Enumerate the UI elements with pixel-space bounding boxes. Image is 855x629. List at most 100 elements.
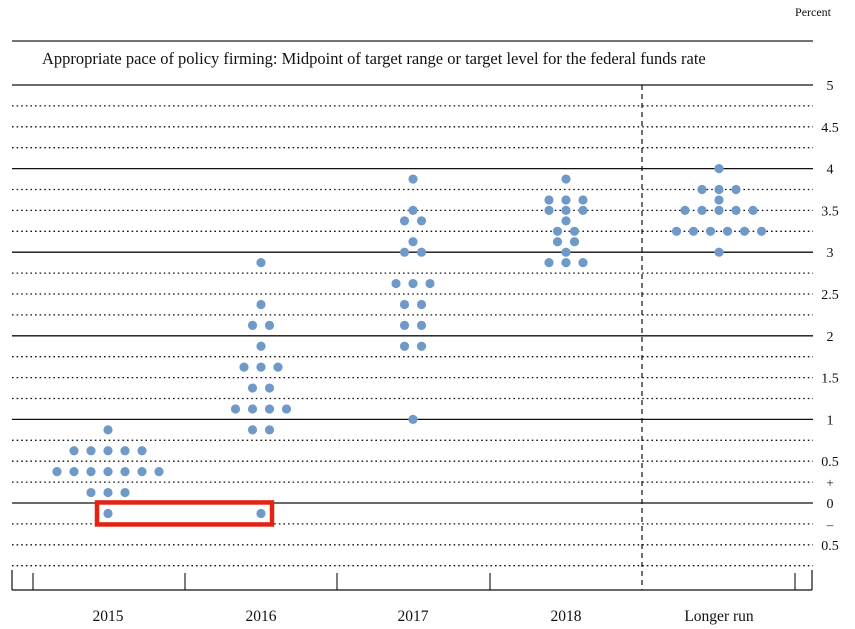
y-tick-label: 0.5: [821, 455, 839, 470]
data-point: [722, 226, 733, 236]
y-minus-sign: –: [826, 517, 834, 532]
data-point: [561, 216, 571, 226]
data-point: [247, 425, 258, 435]
data-point: [408, 205, 418, 215]
y-tick-label: 2.5: [821, 288, 839, 303]
chart-title: Appropriate pace of policy firming: Midp…: [42, 49, 706, 68]
y-tick-label: 2: [827, 330, 834, 345]
data-point: [552, 237, 563, 247]
data-point: [256, 341, 266, 351]
data-point: [714, 205, 724, 215]
data-point: [103, 467, 113, 477]
data-point: [256, 362, 266, 372]
data-point: [416, 216, 427, 226]
data-point: [120, 467, 130, 477]
unit-label: Percent: [795, 5, 831, 19]
y-plus-sign: +: [826, 475, 833, 490]
y-tick-label: 1.5: [821, 372, 839, 387]
data-point: [688, 226, 699, 236]
data-point: [281, 404, 292, 414]
data-point: [103, 425, 113, 435]
data-point: [230, 404, 241, 414]
data-point: [416, 341, 427, 351]
data-point: [714, 184, 724, 195]
data-point: [705, 226, 716, 236]
y-tick-label: 5: [827, 79, 834, 94]
data-point: [52, 467, 62, 477]
x-tick-label: 2018: [551, 608, 582, 625]
data-point: [408, 414, 418, 424]
data-point: [103, 508, 113, 519]
data-point: [103, 487, 113, 498]
data-point: [137, 467, 147, 477]
data-point: [416, 299, 427, 310]
data-point: [408, 278, 418, 289]
data-point: [416, 320, 427, 330]
data-point: [247, 320, 258, 330]
data-point: [399, 341, 410, 351]
data-point: [408, 237, 418, 247]
data-point: [561, 174, 571, 184]
data-point: [416, 247, 427, 257]
data-point: [256, 258, 266, 268]
data-point: [86, 487, 96, 498]
y-tick-label: 4: [827, 163, 834, 178]
data-point: [561, 195, 571, 205]
data-point: [552, 226, 563, 236]
x-tick-label: 2017: [398, 608, 429, 625]
x-tick-label: 2015: [93, 608, 124, 625]
data-point: [578, 205, 588, 215]
data-point: [578, 195, 588, 205]
data-point: [247, 404, 258, 414]
data-point: [561, 258, 571, 268]
data-point: [544, 205, 554, 215]
y-tick-label: 0: [827, 497, 834, 512]
data-point: [264, 425, 275, 435]
data-point: [273, 362, 283, 372]
data-point: [544, 258, 554, 268]
data-point: [569, 226, 580, 236]
data-point: [748, 205, 758, 215]
data-point: [103, 446, 113, 456]
data-point: [69, 446, 79, 456]
data-point: [697, 205, 707, 215]
data-point: [69, 467, 79, 477]
data-point: [714, 164, 724, 174]
data-point: [256, 299, 266, 310]
data-point: [399, 299, 410, 310]
data-point: [578, 258, 588, 268]
data-point: [739, 226, 750, 236]
data-point: [731, 184, 741, 195]
data-point: [391, 278, 401, 289]
data-point: [756, 226, 767, 236]
data-point: [544, 195, 554, 205]
data-point: [256, 508, 266, 519]
data-point: [561, 247, 571, 257]
data-point: [671, 226, 682, 236]
data-point: [264, 320, 275, 330]
data-point: [247, 383, 258, 393]
y-tick-label: 0.5: [821, 539, 839, 554]
highlight-box: [94, 500, 275, 527]
data-point: [697, 184, 707, 195]
y-tick-label: 3.5: [821, 204, 839, 219]
data-point: [137, 446, 147, 456]
data-point: [264, 404, 275, 414]
data-point: [561, 205, 571, 215]
y-tick-label: 4.5: [821, 121, 839, 136]
data-point: [425, 278, 435, 289]
y-tick-label: 1: [827, 413, 834, 428]
data-point: [731, 205, 741, 215]
data-point: [399, 320, 410, 330]
data-point: [120, 446, 130, 456]
data-point: [399, 247, 410, 257]
data-point: [86, 467, 96, 477]
data-point: [239, 362, 249, 372]
x-tick-label: 2016: [246, 608, 277, 625]
data-point: [264, 383, 275, 393]
data-point: [86, 446, 96, 456]
data-point: [569, 237, 580, 247]
data-point: [680, 205, 690, 215]
data-point: [399, 216, 410, 226]
